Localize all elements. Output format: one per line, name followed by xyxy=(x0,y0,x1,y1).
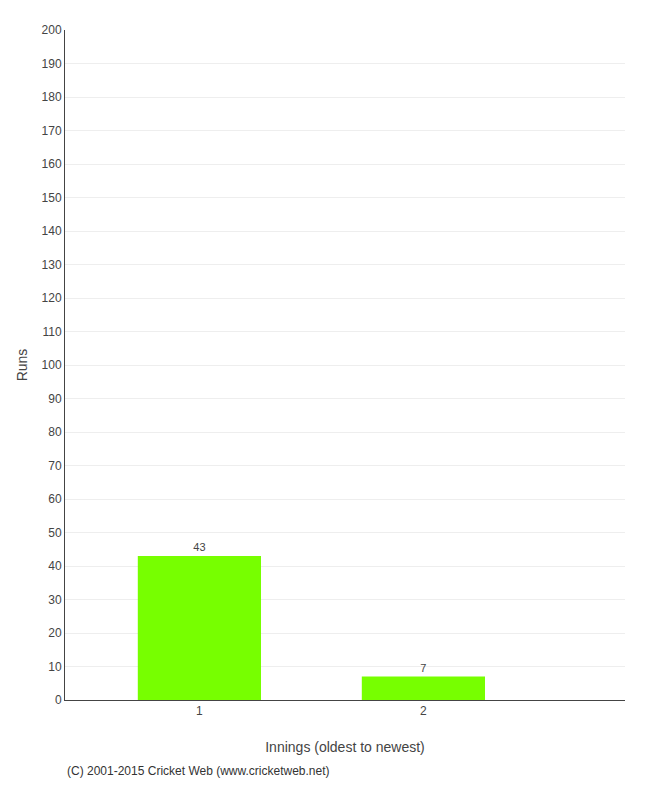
svg-text:2: 2 xyxy=(420,704,427,718)
svg-text:100: 100 xyxy=(42,358,62,372)
svg-text:160: 160 xyxy=(42,157,62,171)
svg-text:200: 200 xyxy=(42,23,62,37)
svg-text:60: 60 xyxy=(48,492,62,506)
svg-text:130: 130 xyxy=(42,258,62,272)
svg-text:43: 43 xyxy=(193,541,205,553)
svg-text:120: 120 xyxy=(42,291,62,305)
svg-text:170: 170 xyxy=(42,124,62,138)
svg-text:0: 0 xyxy=(55,693,62,707)
svg-text:Runs: Runs xyxy=(14,349,30,382)
svg-text:80: 80 xyxy=(48,425,62,439)
svg-text:90: 90 xyxy=(48,392,62,406)
svg-text:10: 10 xyxy=(48,660,62,674)
svg-text:190: 190 xyxy=(42,57,62,71)
svg-text:150: 150 xyxy=(42,191,62,205)
svg-text:50: 50 xyxy=(48,526,62,540)
svg-text:(C) 2001-2015 Cricket Web (www: (C) 2001-2015 Cricket Web (www.cricketwe… xyxy=(67,764,330,778)
svg-text:40: 40 xyxy=(48,559,62,573)
svg-text:7: 7 xyxy=(420,662,426,674)
svg-text:20: 20 xyxy=(48,626,62,640)
svg-text:30: 30 xyxy=(48,593,62,607)
svg-text:180: 180 xyxy=(42,90,62,104)
svg-text:110: 110 xyxy=(42,325,61,339)
svg-text:70: 70 xyxy=(48,459,62,473)
svg-text:140: 140 xyxy=(42,224,62,238)
svg-text:Innings (oldest to newest): Innings (oldest to newest) xyxy=(265,739,425,755)
svg-text:1: 1 xyxy=(196,704,203,718)
